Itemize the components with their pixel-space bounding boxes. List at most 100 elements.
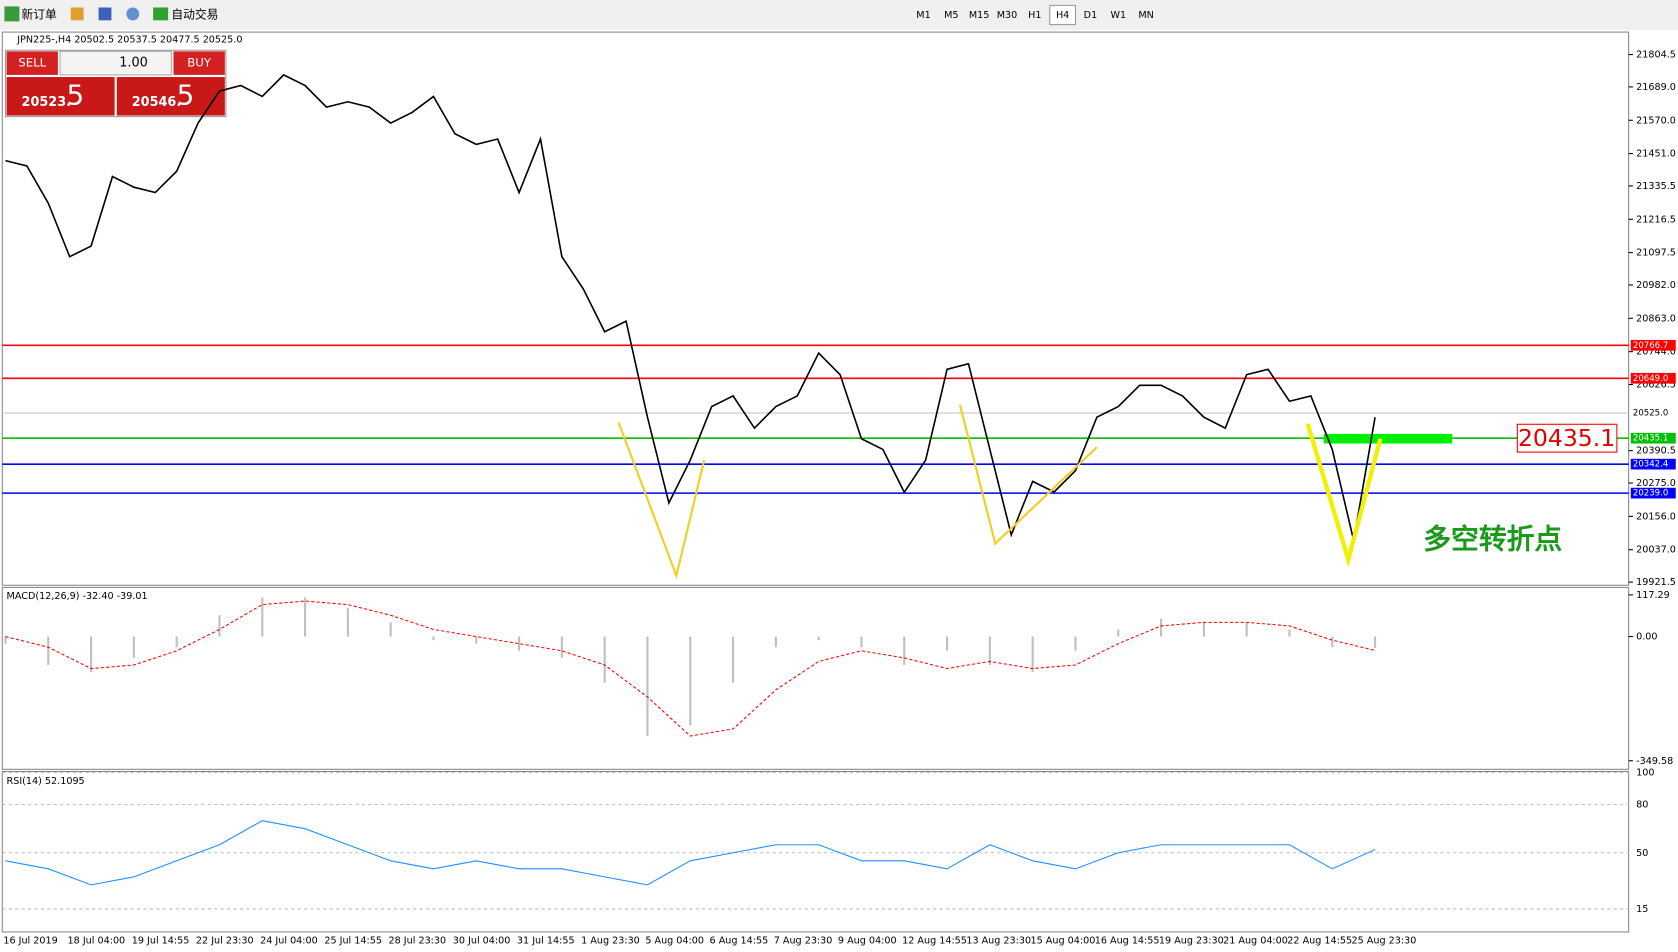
level-label: 20766.7 — [1633, 341, 1668, 351]
y-tick-label: 21689.0 — [1636, 82, 1676, 93]
bid-price[interactable]: 20523. — [22, 95, 72, 110]
bid-pips[interactable]: 5 — [66, 78, 84, 111]
icon[interactable] — [70, 7, 84, 21]
timeframe[interactable]: M15 — [969, 10, 990, 21]
macd-bar — [4, 636, 7, 644]
y-tick-label: 21451.0 — [1636, 149, 1676, 160]
x-label: 25 Jul 14:55 — [324, 936, 382, 947]
level-tag — [1630, 372, 1676, 384]
x-label: 5 Aug 04:00 — [645, 936, 704, 947]
volume[interactable]: 1.00 — [119, 56, 148, 71]
symbol-header: JPN225-,H4 20502.5 20537.5 20477.5 20525… — [16, 35, 242, 46]
macd-bar — [90, 636, 93, 673]
macd-bar — [560, 636, 563, 658]
macd-bar — [1373, 636, 1377, 648]
auto-trade[interactable]: 自动交易 — [171, 7, 218, 21]
y-tick-label: 21804.5 — [1636, 50, 1676, 61]
new-order-icon[interactable] — [4, 6, 20, 22]
y-tick-label: 20275.0 — [1636, 478, 1676, 489]
y-tick-label: 19921.5 — [1636, 577, 1676, 588]
y-tick-label: 117.29 — [1636, 590, 1670, 601]
sell-button[interactable] — [6, 51, 58, 75]
level-label: 20435.1 — [1633, 434, 1668, 444]
x-label: 16 Jul 2019 — [3, 936, 57, 947]
level-label: 20649.0 — [1633, 374, 1668, 384]
level-label: 20342.4 — [1633, 460, 1668, 470]
macd-bar — [218, 615, 221, 637]
y-tick-label: 20744.0 — [1636, 347, 1676, 358]
timeframe[interactable]: W1 — [1110, 10, 1126, 21]
y-tick-label: 21216.5 — [1636, 214, 1676, 225]
level-tag — [1630, 432, 1676, 444]
timeframes: M1 M5 M15 M30 H1 H4 D1 W1 MN — [916, 4, 1154, 26]
timeframe[interactable]: H4 — [1056, 10, 1069, 21]
macd-bar — [774, 636, 777, 648]
x-label: 19 Jul 14:55 — [132, 936, 190, 947]
x-label: 30 Jul 04:00 — [453, 936, 511, 947]
x-label: 22 Jul 23:30 — [196, 936, 254, 947]
buy-button[interactable] — [173, 51, 225, 75]
macd-pane — [1, 586, 1630, 770]
timeframe[interactable]: D1 — [1084, 10, 1098, 21]
arrow — [958, 404, 1098, 546]
rsi-line — [5, 820, 1376, 886]
macd-bar — [1117, 629, 1120, 637]
main-pane — [1, 31, 1630, 586]
macd-bar — [346, 608, 349, 637]
timeframe[interactable]: MN — [1138, 10, 1153, 21]
macd-bar — [1159, 618, 1163, 637]
x-label: 22 Aug 14:55 — [1287, 936, 1352, 947]
icon[interactable] — [98, 7, 112, 21]
signal-line — [5, 600, 1376, 737]
x-label: 1 Aug 23:30 — [581, 936, 640, 947]
y-tick-label: 20982.0 — [1636, 280, 1676, 291]
x-label: 7 Aug 23:30 — [774, 936, 833, 947]
y-tick-label: 20037.0 — [1636, 545, 1676, 556]
sell-label[interactable]: SELL — [18, 56, 46, 70]
auto-trade-icon[interactable] — [153, 7, 169, 21]
icon[interactable] — [126, 7, 140, 21]
rsi-pane — [1, 770, 1630, 933]
macd-bar — [1074, 636, 1077, 651]
volume-input[interactable] — [59, 50, 172, 76]
macd-bar — [945, 636, 949, 651]
arrow — [617, 422, 706, 580]
timeframe[interactable]: M30 — [997, 10, 1018, 21]
pivot-box — [1516, 423, 1618, 453]
y-tick-label: 21097.5 — [1636, 248, 1676, 259]
macd-bar — [518, 636, 521, 651]
timeframe[interactable]: M5 — [944, 10, 958, 21]
macd-bar — [175, 636, 178, 648]
macd-bar — [132, 636, 135, 658]
buy-label[interactable]: BUY — [187, 56, 212, 70]
v-marker — [1305, 423, 1383, 568]
active-timeframe[interactable] — [1049, 4, 1076, 26]
macd-bar — [689, 636, 692, 726]
x-label: 19 Aug 23:30 — [1159, 936, 1224, 947]
y-tick-label: 21570.0 — [1636, 115, 1676, 126]
timeframe[interactable]: M1 — [916, 10, 930, 21]
macd-bar — [1331, 636, 1334, 648]
y-tick-label: 20863.0 — [1636, 313, 1676, 324]
new-order[interactable]: 新订单 — [22, 7, 57, 21]
pivot-label: 20435.1 — [1518, 424, 1615, 452]
bid-button[interactable] — [6, 77, 115, 116]
x-label: 28 Jul 23:30 — [389, 936, 447, 947]
macd-bar — [860, 636, 863, 648]
x-label: 16 Aug 14:55 — [1095, 936, 1160, 947]
pane-title: RSI(14) 52.1095 — [7, 776, 85, 787]
chart-area — [0, 29, 1678, 949]
ask-price[interactable]: 20546. — [132, 95, 182, 110]
x-label: 25 Aug 23:30 — [1352, 936, 1417, 947]
x-label: 12 Aug 14:55 — [902, 936, 967, 947]
macd-bar — [903, 636, 906, 665]
pivot-zone — [1323, 433, 1453, 444]
timeframe[interactable]: H1 — [1028, 10, 1041, 21]
y-tick-label: 80 — [1636, 800, 1648, 811]
level-tag — [1630, 487, 1676, 499]
y-tick-label: -349.58 — [1636, 756, 1673, 767]
macd-bar — [817, 636, 820, 641]
ask-pips[interactable]: 5 — [177, 78, 195, 111]
macd-bar — [304, 597, 307, 637]
